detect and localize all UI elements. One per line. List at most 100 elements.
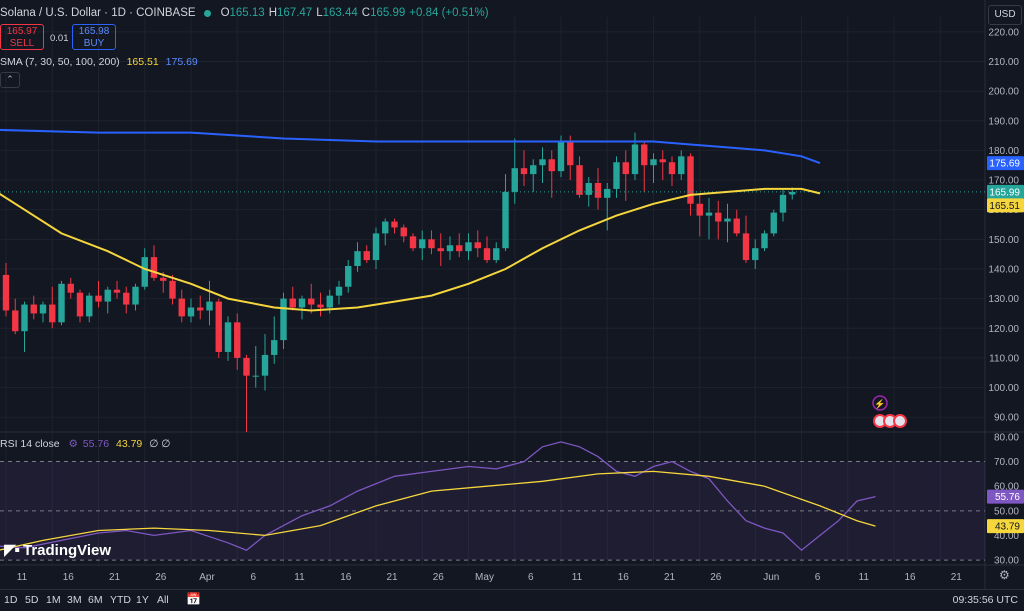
candle-body[interactable] bbox=[696, 203, 703, 216]
range-ytd[interactable]: YTD bbox=[110, 594, 131, 606]
candle-body[interactable] bbox=[12, 310, 19, 332]
candle-body[interactable] bbox=[456, 245, 463, 252]
candle-body[interactable] bbox=[95, 295, 102, 302]
candle-body[interactable] bbox=[150, 257, 158, 278]
event-markers[interactable]: ⚡ bbox=[872, 395, 907, 428]
range-3m[interactable]: 3M bbox=[67, 594, 82, 606]
symbol-header[interactable]: Solana / U.S. Dollar · 1D · COINBASE O 16… bbox=[0, 4, 489, 22]
rsi-line[interactable] bbox=[0, 441, 876, 552]
candle-body[interactable] bbox=[428, 239, 435, 249]
candle-body[interactable] bbox=[113, 289, 121, 293]
price-pane[interactable] bbox=[0, 128, 985, 432]
candle-body[interactable] bbox=[715, 212, 722, 222]
candle-body[interactable] bbox=[724, 218, 731, 222]
sell-button[interactable]: 165.97 SELL bbox=[0, 24, 44, 50]
candle-body[interactable] bbox=[104, 289, 111, 302]
candle-body[interactable] bbox=[132, 286, 139, 305]
range-6m[interactable]: 6M bbox=[88, 594, 103, 606]
candle-body[interactable] bbox=[234, 322, 241, 358]
buy-button[interactable]: 165.98 BUY bbox=[72, 24, 116, 50]
candle-body[interactable] bbox=[446, 245, 454, 252]
candle-body[interactable] bbox=[317, 304, 324, 308]
range-5d[interactable]: 5D bbox=[25, 594, 39, 606]
candle-body[interactable] bbox=[298, 298, 306, 308]
candle-body[interactable] bbox=[668, 162, 676, 175]
candle-body[interactable] bbox=[345, 266, 352, 287]
candle-body[interactable] bbox=[206, 301, 213, 311]
candle-body[interactable] bbox=[641, 144, 648, 166]
rsi-pane[interactable] bbox=[0, 441, 985, 561]
candle-body[interactable] bbox=[557, 141, 565, 172]
candle-body[interactable] bbox=[483, 248, 491, 261]
candle-body[interactable] bbox=[169, 280, 176, 299]
range-1d[interactable]: 1D bbox=[4, 594, 18, 606]
candle-body[interactable] bbox=[631, 144, 639, 175]
candle-body[interactable] bbox=[761, 233, 768, 249]
time-axis[interactable]: 11 16 21 26 Apr 6 11 16 21 26 May 6 11 16 21 26 Jun 6 11 16… bbox=[0, 564, 1024, 583]
candle-body[interactable] bbox=[789, 191, 796, 195]
candle-body[interactable] bbox=[58, 283, 65, 323]
range-1y[interactable]: 1Y bbox=[136, 594, 149, 606]
candle-body[interactable] bbox=[261, 354, 269, 376]
candle-body[interactable] bbox=[39, 304, 47, 314]
candle-body[interactable] bbox=[123, 292, 130, 305]
candle-body[interactable] bbox=[160, 277, 167, 281]
candle-body[interactable] bbox=[215, 301, 222, 352]
range-all[interactable]: All bbox=[157, 594, 169, 606]
candle-body[interactable] bbox=[659, 159, 666, 163]
candle-body[interactable] bbox=[141, 257, 148, 287]
candle-body[interactable] bbox=[502, 191, 509, 249]
candle-body[interactable] bbox=[493, 248, 500, 261]
candle-body[interactable] bbox=[474, 242, 481, 249]
candle-body[interactable] bbox=[178, 298, 185, 317]
symbol-title[interactable]: Solana / U.S. Dollar · 1D · COINBASE bbox=[0, 7, 196, 19]
candle-body[interactable] bbox=[650, 159, 657, 166]
candle-body[interactable] bbox=[576, 165, 583, 195]
candle-body[interactable] bbox=[308, 298, 315, 305]
candle-body[interactable] bbox=[770, 212, 777, 234]
candle-body[interactable] bbox=[567, 141, 574, 166]
candle-body[interactable] bbox=[86, 295, 93, 317]
candle-body[interactable] bbox=[548, 159, 555, 172]
range-1m[interactable]: 1M bbox=[46, 594, 61, 606]
rsi-settings-icon[interactable]: ⚙ bbox=[68, 438, 78, 450]
candle-body[interactable] bbox=[733, 218, 740, 234]
candle-body[interactable] bbox=[363, 251, 370, 261]
candle-body[interactable] bbox=[622, 162, 629, 175]
tradingview-logo[interactable]: ◤▪ TradingView bbox=[4, 540, 111, 560]
sma-line[interactable] bbox=[0, 186, 821, 312]
candle-body[interactable] bbox=[76, 292, 84, 317]
collapse-legend-button[interactable]: ⌃ bbox=[0, 72, 20, 88]
candle-body[interactable] bbox=[21, 304, 28, 332]
candle-body[interactable] bbox=[280, 298, 287, 341]
candle-body[interactable] bbox=[224, 322, 232, 352]
candle-body[interactable] bbox=[409, 236, 417, 249]
candle-body[interactable] bbox=[520, 168, 528, 175]
candle-body[interactable] bbox=[243, 357, 250, 376]
candle-body[interactable] bbox=[752, 248, 759, 261]
candle-body[interactable] bbox=[419, 239, 426, 249]
candle-body[interactable] bbox=[539, 159, 546, 166]
candle-body[interactable] bbox=[271, 340, 278, 355]
currency-button[interactable]: USD bbox=[988, 5, 1022, 25]
candle-body[interactable] bbox=[335, 286, 343, 296]
utc-clock[interactable]: 09:35:56 UTC bbox=[952, 594, 1018, 606]
candle-body[interactable] bbox=[437, 248, 444, 252]
candle-body[interactable] bbox=[382, 221, 389, 234]
us-flag-icon[interactable] bbox=[893, 414, 907, 428]
sma-line[interactable] bbox=[0, 128, 821, 165]
candle-body[interactable] bbox=[372, 233, 380, 261]
rsi-line[interactable] bbox=[0, 470, 876, 552]
candle-body[interactable] bbox=[678, 156, 685, 175]
candle-body[interactable] bbox=[687, 156, 694, 204]
flash-icon[interactable] bbox=[872, 395, 888, 411]
candle-body[interactable] bbox=[530, 165, 537, 175]
candle-body[interactable] bbox=[465, 242, 472, 252]
candle-body[interactable] bbox=[49, 304, 56, 323]
candle-body[interactable] bbox=[705, 212, 713, 216]
candle-body[interactable] bbox=[197, 307, 204, 311]
settings-icon[interactable]: ⚙ bbox=[999, 568, 1010, 582]
candle-body[interactable] bbox=[742, 233, 750, 261]
candle-body[interactable] bbox=[252, 375, 259, 377]
candle-body[interactable] bbox=[585, 183, 592, 195]
